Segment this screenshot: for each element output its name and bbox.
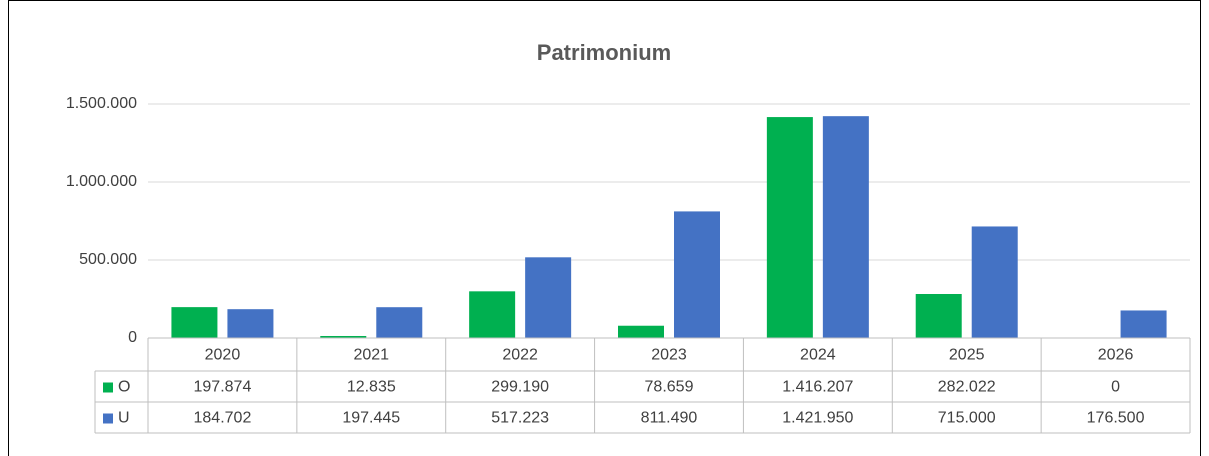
- legend-key: [103, 413, 113, 424]
- table-value: 299.190: [491, 379, 549, 396]
- bar: [915, 294, 962, 338]
- x-tick-label: 2026: [1098, 347, 1134, 364]
- y-tick-label: 1.000.000: [66, 173, 137, 190]
- table-value: 517.223: [491, 410, 549, 427]
- y-tick-label: 500.000: [79, 251, 137, 268]
- table-value: 1.416.207: [782, 379, 853, 396]
- bar: [320, 335, 367, 338]
- table-value: 78.659: [645, 379, 694, 396]
- bar: [376, 307, 423, 338]
- bar: [822, 116, 869, 338]
- bar: [525, 257, 572, 338]
- x-tick-label: 2023: [651, 347, 687, 364]
- table-value: 1.421.950: [782, 410, 853, 427]
- bar: [171, 307, 218, 338]
- legend-label: U: [118, 410, 130, 427]
- chart-frame: [8, 0, 1201, 456]
- table-value: 176.500: [1087, 410, 1145, 427]
- table-value: 715.000: [938, 410, 996, 427]
- bar: [971, 226, 1018, 338]
- table-value: 197.874: [194, 379, 252, 396]
- table-value: 12.835: [347, 379, 396, 396]
- legend-key: [103, 382, 113, 393]
- bar: [469, 291, 516, 338]
- x-tick-label: 2022: [502, 347, 538, 364]
- chart-title: Patrimonium: [537, 40, 671, 65]
- table-value: 282.022: [938, 379, 996, 396]
- x-tick-label: 2021: [353, 347, 389, 364]
- y-tick-label: 0: [128, 329, 137, 346]
- x-tick-label: 2024: [800, 347, 836, 364]
- x-tick-label: 2025: [949, 347, 985, 364]
- table-value: 811.490: [641, 410, 698, 427]
- table-value: 197.445: [342, 410, 400, 427]
- x-tick-label: 2020: [205, 347, 241, 364]
- bar: [1120, 310, 1167, 338]
- legend-label: O: [118, 379, 130, 396]
- y-tick-label: 1.500.000: [66, 95, 137, 112]
- bar: [766, 117, 813, 338]
- table-value: 0: [1111, 379, 1120, 396]
- table-value: 184.702: [194, 410, 252, 427]
- bar: [674, 211, 720, 338]
- bar: [227, 309, 274, 338]
- bar: [618, 325, 664, 338]
